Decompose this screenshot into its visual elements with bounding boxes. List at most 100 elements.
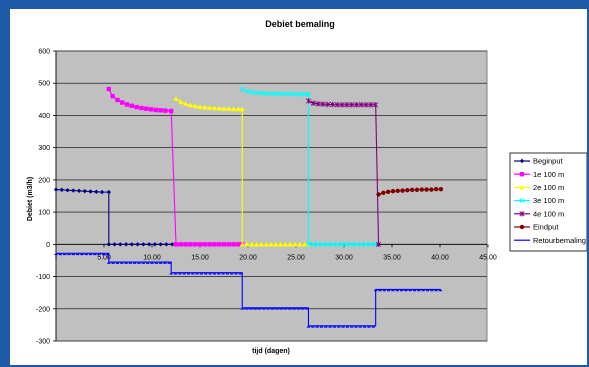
y-tick-label: 0: [46, 242, 50, 249]
data-point: [202, 104, 208, 110]
legend-label: Retourbemaling: [533, 236, 586, 245]
data-point: [358, 102, 364, 108]
data-point: [310, 241, 316, 247]
data-point: [211, 105, 217, 111]
data-point: [164, 242, 169, 247]
data-point: [178, 99, 184, 105]
data-point: [302, 241, 308, 247]
data-point: [53, 187, 59, 192]
data-point: [135, 242, 140, 247]
data-point: [226, 106, 232, 111]
x-tick-labels: - 5.00 10.00 15.00 20.00 25.00 30.00 35.00 40.00…: [55, 254, 497, 261]
data-point: [334, 102, 340, 108]
data-point: [400, 188, 405, 193]
legend-item-1e-100-m: 1e 100 m: [514, 170, 564, 179]
y-tick-label: -100: [36, 274, 50, 281]
data-point: [263, 241, 269, 247]
data-point: [158, 242, 163, 247]
data-point: [82, 188, 87, 194]
y-tick-label: -300: [36, 339, 50, 346]
data-point: [258, 241, 264, 247]
data-point: [368, 102, 374, 108]
data-point: [216, 105, 222, 111]
legend-item-retourbemaling: Retourbemaling: [514, 236, 586, 245]
data-point: [152, 242, 158, 247]
x-tick-label: 20.00: [239, 254, 257, 261]
data-point: [183, 242, 188, 247]
data-point: [292, 241, 298, 247]
data-point: [278, 241, 284, 247]
data-point: [302, 91, 308, 97]
x-tick-label: 10.00: [143, 254, 161, 261]
data-point: [329, 241, 336, 247]
data-point: [349, 102, 355, 108]
x-tick-label: 45.00: [479, 254, 497, 261]
data-point: [254, 90, 260, 96]
data-point: [344, 102, 350, 108]
data-point: [395, 188, 400, 194]
data-point: [197, 242, 203, 247]
data-point: [239, 106, 245, 112]
legend-item-2e-100-m: 2e 100 m: [514, 183, 564, 192]
legend-item-4e-100-m: 4e 100 m: [514, 209, 564, 218]
data-point: [148, 107, 154, 112]
data-point: [263, 90, 269, 97]
data-point: [325, 101, 331, 108]
data-point: [287, 91, 293, 97]
data-point: [349, 241, 355, 247]
series-retourbemaling: [54, 252, 443, 328]
y-tick-labels: 600 500 400 300 200 100 0 -100 -200 -300: [36, 49, 50, 346]
data-point: [94, 189, 99, 195]
data-point: [282, 91, 288, 97]
data-point: [141, 242, 146, 247]
legend-item-eindput: Eindput: [514, 223, 559, 232]
legend-label: Beginput: [533, 157, 564, 166]
data-point: [405, 188, 410, 193]
chart-frame: Debiet bemaling 600 500 400 300 200 100 0 -100 -…: [10, 9, 587, 365]
data-point: [118, 242, 123, 247]
legend-label: 3e 100 m: [533, 196, 564, 205]
data-point: [273, 241, 279, 247]
data-point: [244, 88, 250, 94]
data-point: [202, 242, 207, 247]
data-point: [188, 242, 193, 247]
data-point: [106, 86, 111, 92]
legend-label: Eindput: [533, 223, 559, 232]
data-point: [320, 101, 326, 107]
legend-label: 4e 100 m: [533, 209, 564, 218]
x-tick-label: 5.00: [97, 254, 111, 261]
data-point: [325, 241, 331, 247]
data-point: [419, 187, 424, 192]
plot-area: [55, 50, 488, 342]
x-tick-label: 30.00: [335, 254, 353, 261]
data-point: [106, 242, 111, 247]
data-point: [146, 242, 152, 247]
data-point: [368, 241, 374, 247]
data-point: [519, 172, 525, 177]
data-point: [363, 241, 369, 247]
data-point: [99, 189, 105, 195]
data-point: [315, 101, 321, 107]
chart-title: Debiet bemaling: [265, 19, 335, 29]
data-point: [207, 242, 212, 247]
data-point: [173, 96, 179, 101]
data-point: [110, 93, 115, 99]
data-point: [287, 241, 293, 247]
data-point: [519, 158, 525, 164]
data-point: [106, 189, 111, 195]
legend-label: 1e 100 m: [533, 170, 564, 179]
data-point: [353, 102, 359, 108]
series-2e-100-m: [173, 96, 311, 247]
data-point: [268, 90, 274, 97]
data-point: [282, 241, 288, 247]
data-point: [376, 241, 382, 248]
data-point: [163, 108, 168, 113]
data-point: [192, 103, 198, 109]
series-eindput: [376, 187, 444, 197]
y-axis-label: Debiet (m3/h): [27, 177, 34, 221]
data-point: [193, 242, 198, 247]
data-point: [249, 241, 255, 247]
data-point: [71, 188, 76, 193]
data-point: [197, 104, 203, 109]
data-point: [178, 242, 183, 247]
